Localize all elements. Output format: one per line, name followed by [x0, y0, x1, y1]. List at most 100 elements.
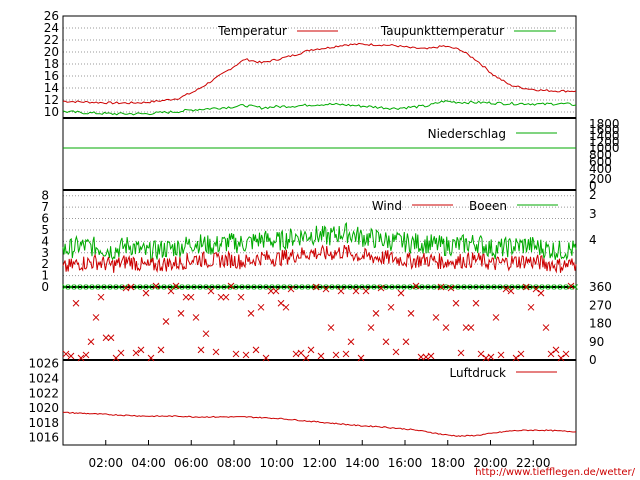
y-tick-label: 1016	[28, 431, 59, 445]
direction-marker	[167, 287, 175, 295]
direction-marker-green	[476, 284, 482, 290]
direction-marker-green	[554, 284, 560, 290]
x-tick-label: 04:00	[131, 456, 166, 470]
direction-marker	[372, 310, 380, 317]
y2-tick-label: 2	[589, 188, 597, 202]
y2-tick-label: 800	[589, 148, 612, 162]
y-tick-label: 10	[44, 105, 59, 119]
legend-label: Luftdruck	[449, 366, 506, 380]
direction-marker	[62, 350, 70, 358]
direction-marker-green	[188, 284, 194, 290]
direction-marker-green	[422, 284, 428, 290]
direction-marker	[212, 348, 220, 356]
direction-marker-green	[98, 284, 104, 290]
direction-marker	[522, 283, 530, 291]
direction-marker	[142, 289, 150, 297]
direction-marker-green	[326, 284, 332, 290]
direction-marker-green	[350, 284, 356, 290]
y2-tick-label: 1200	[589, 135, 620, 149]
direction-marker	[462, 324, 470, 331]
y-tick-label: 2	[41, 257, 49, 271]
direction-marker-green	[68, 284, 74, 290]
direction-marker	[177, 310, 185, 317]
series-line-boeen	[62, 222, 577, 263]
y-tick-label: 22	[44, 33, 59, 47]
direction-marker	[427, 352, 435, 360]
direction-marker	[237, 293, 245, 301]
y-tick-label: 1018	[28, 416, 59, 430]
direction-marker-green	[386, 284, 392, 290]
direction-marker	[512, 354, 520, 362]
direction-marker	[347, 338, 355, 346]
direction-marker-green	[494, 284, 500, 290]
direction-marker-green	[236, 284, 242, 290]
y-tick-label: 14	[44, 81, 59, 95]
grid-layer	[63, 15, 576, 445]
direction-marker	[242, 351, 250, 359]
y-tick-label: 20	[44, 45, 59, 59]
direction-marker	[477, 350, 485, 358]
direction-marker-green	[254, 284, 260, 290]
legend-label: Wind	[372, 199, 402, 213]
direction-marker	[97, 293, 105, 301]
direction-marker-green	[296, 284, 302, 290]
direction-marker	[482, 354, 490, 362]
direction-marker	[317, 352, 325, 360]
direction-marker	[397, 289, 405, 297]
direction-marker	[197, 346, 205, 354]
series-line-taupunkttemperatur	[62, 100, 577, 116]
direction-marker	[382, 338, 390, 346]
direction-marker	[202, 330, 210, 338]
y-tick-label: 5	[41, 223, 49, 237]
direction-marker	[402, 338, 410, 346]
direction-marker	[107, 334, 115, 342]
direction-marker-green	[74, 284, 80, 290]
direction-marker	[217, 293, 225, 301]
direction-marker	[467, 324, 475, 331]
direction-marker	[82, 351, 90, 359]
x-tick-label: 14:00	[345, 456, 380, 470]
direction-marker-green	[344, 284, 350, 290]
x-tick-label: 20:00	[473, 456, 508, 470]
legend-label: Boeen	[469, 199, 507, 213]
y-tick-label: 1026	[28, 357, 59, 371]
y-tick-label: 12	[44, 93, 59, 107]
direction-marker	[412, 282, 420, 290]
direction-marker	[487, 353, 495, 361]
direction-marker-green	[524, 284, 530, 290]
direction-marker	[297, 349, 305, 357]
legend-label: Temperatur	[217, 24, 287, 38]
direction-marker-green	[110, 284, 116, 290]
direction-marker	[457, 349, 465, 357]
y-tick-label: 6	[41, 212, 49, 226]
x-tick-label: 12:00	[302, 456, 337, 470]
y2-tick-label: 1000	[589, 141, 620, 155]
direction-marker-green	[368, 284, 374, 290]
direction-marker	[352, 287, 360, 295]
direction-marker-green	[404, 284, 410, 290]
direction-marker-green	[182, 284, 188, 290]
direction-marker	[442, 324, 450, 331]
direction-marker	[157, 346, 165, 354]
direction-marker	[472, 299, 480, 307]
direction-marker	[272, 287, 280, 295]
x-tick-label: 02:00	[88, 456, 123, 470]
direction-marker	[492, 314, 500, 321]
legend-label: Niederschlag	[428, 127, 506, 141]
direction-marker	[102, 334, 110, 342]
direction-marker	[132, 349, 140, 357]
direction-marker	[172, 282, 180, 290]
x-tick-label: 06:00	[174, 456, 209, 470]
direction-marker-green	[536, 284, 542, 290]
direction-marker-green	[560, 284, 566, 290]
direction-marker-green	[398, 284, 404, 290]
x-tick-label: 22:00	[516, 456, 551, 470]
direction-marker	[337, 287, 345, 295]
direction-marker	[77, 354, 85, 362]
y2-tick-label: 90	[589, 335, 604, 349]
direction-marker-green	[284, 284, 290, 290]
direction-marker-green	[266, 284, 272, 290]
source-url[interactable]: http://www.tiefflegen.de/wetter/	[475, 467, 635, 478]
